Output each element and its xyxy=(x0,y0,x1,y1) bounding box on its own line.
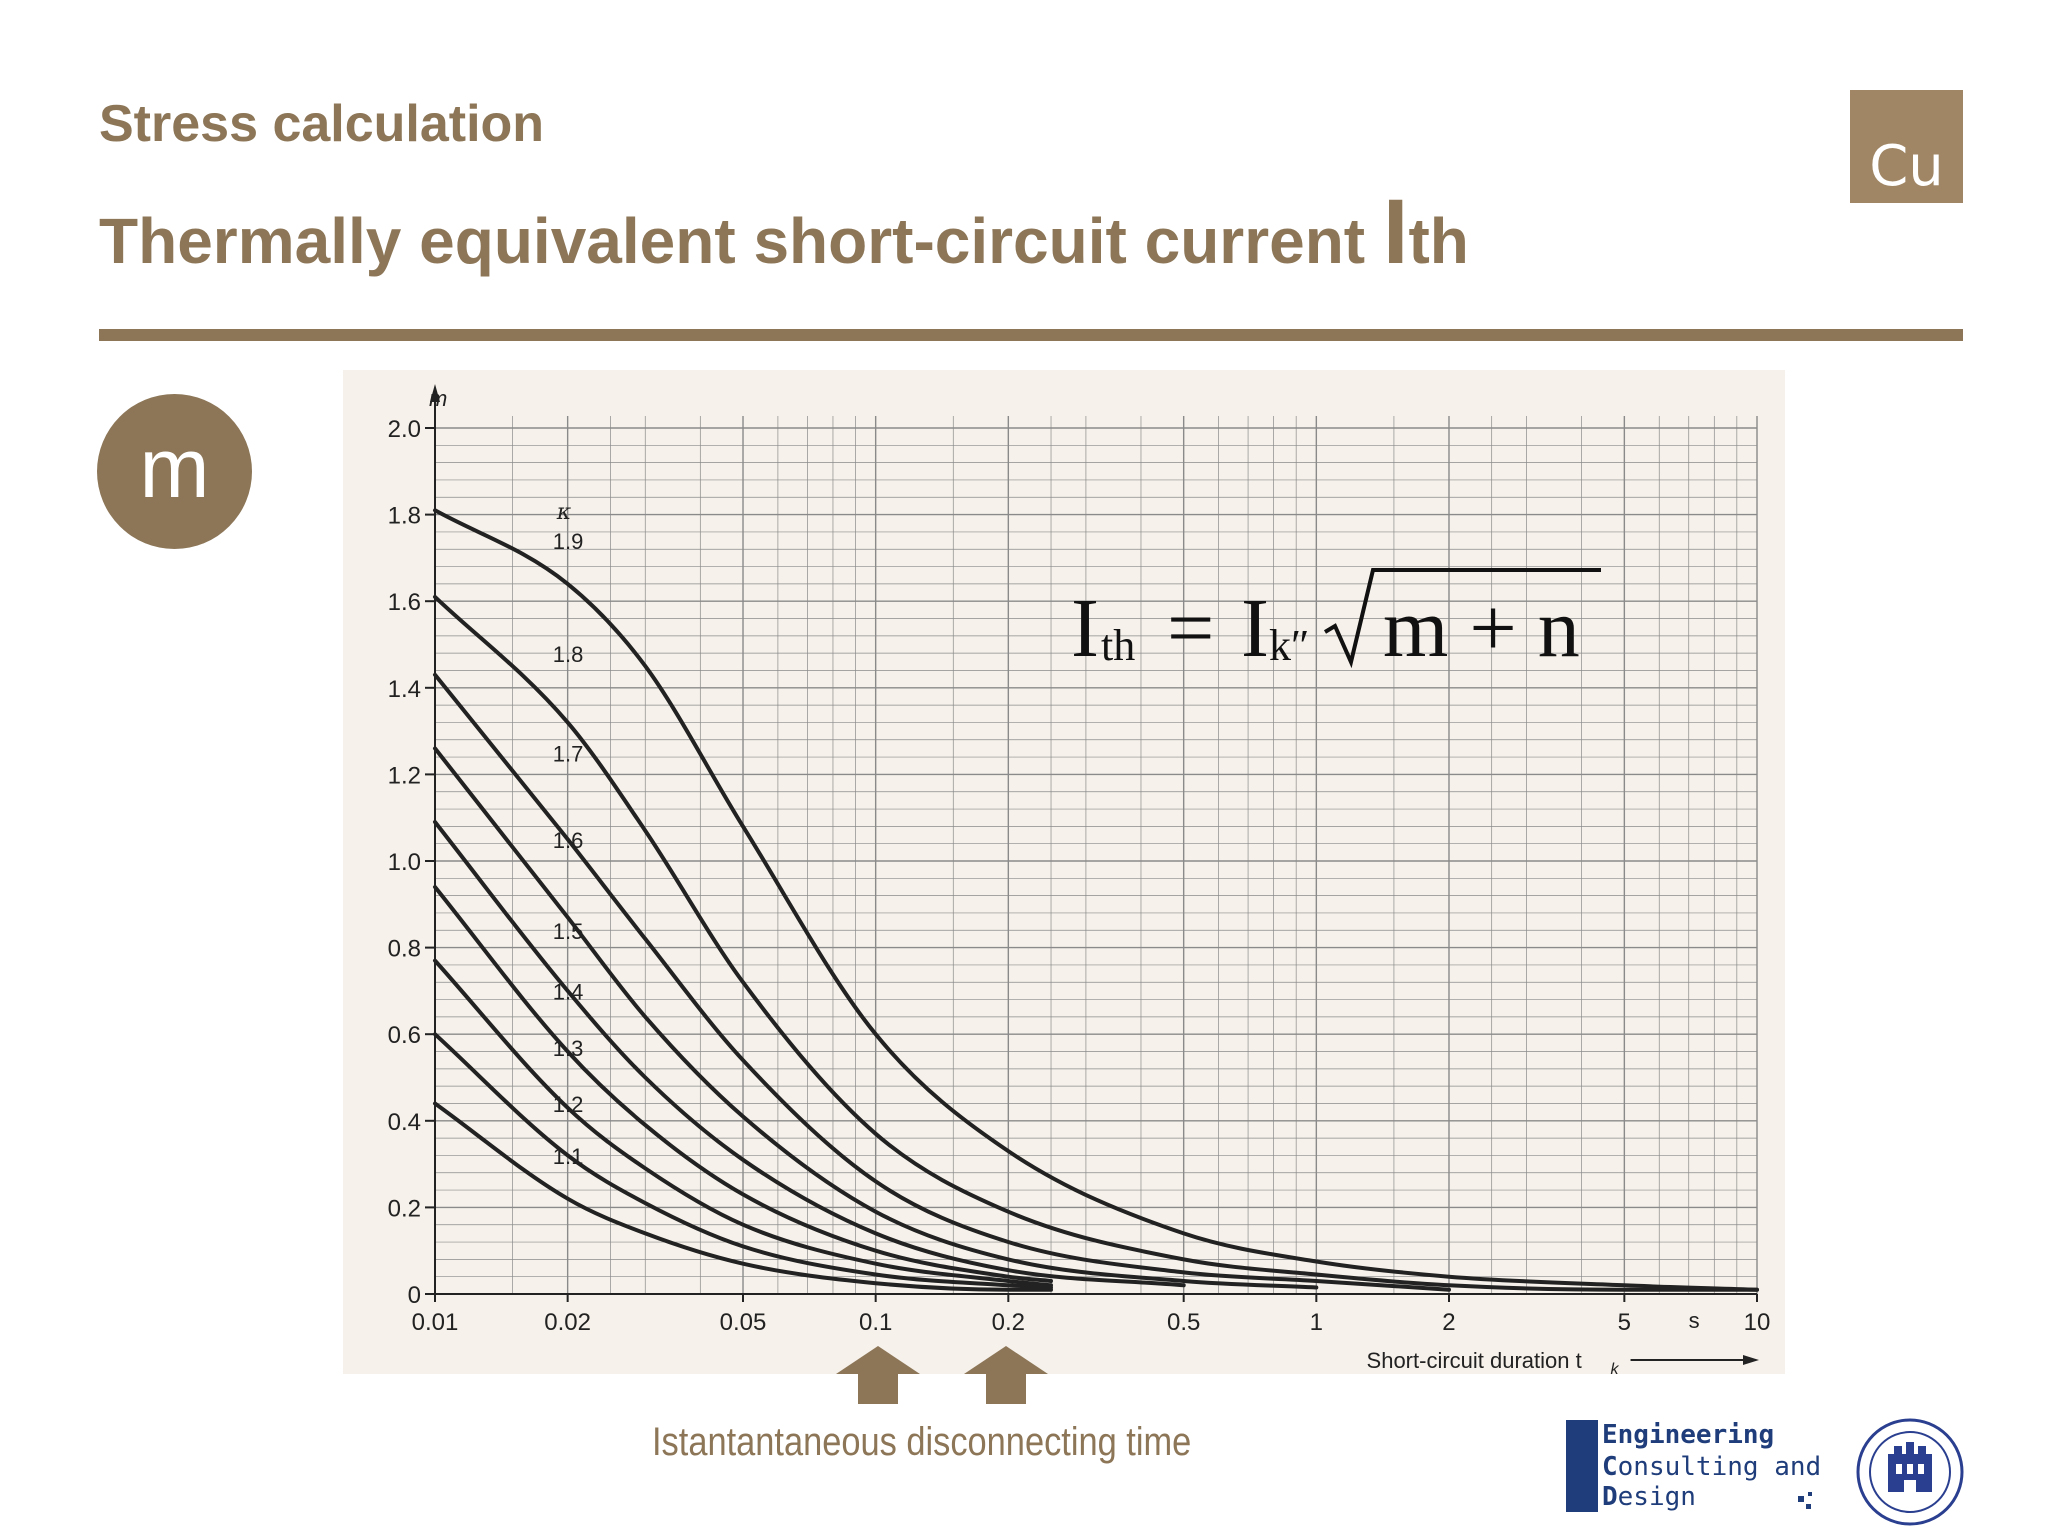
curve-kappa-1-9 xyxy=(433,508,1759,1292)
curve-kappa-1-7 xyxy=(433,672,1451,1292)
y-tick-label: 0 xyxy=(408,1282,421,1309)
university-seal-icon xyxy=(1856,1418,1964,1526)
chart-labels: 0 0.2 0.4 0.6 0.8 1.0 1.2 1.4 1.6 1.8 2.0 m 0.01 0.02… xyxy=(388,386,1771,1374)
formula-rhs-main: I xyxy=(1241,582,1269,675)
arrow-up-icon xyxy=(836,1346,920,1404)
formula-rhs-sub: k″ xyxy=(1269,621,1309,670)
disconnecting-time-caption: Istantantaneous disconnecting time xyxy=(652,1420,1192,1464)
curve-label: 1.6 xyxy=(553,828,584,853)
chart-panel: 0 0.2 0.4 0.6 0.8 1.0 1.2 1.4 1.6 1.8 2.0 m 0.01 0.02… xyxy=(343,370,1785,1374)
title-symbol-rest: th xyxy=(1408,205,1469,277)
x-tick-label: 10 xyxy=(1744,1309,1771,1336)
header-rule xyxy=(99,329,1963,341)
curve-label: 1.8 xyxy=(553,642,584,667)
curve-kappa-1-1 xyxy=(433,1101,1053,1292)
formula-radicand: m + n xyxy=(1383,582,1580,675)
x-tick-label: 0.1 xyxy=(859,1309,892,1336)
x-axis-label: Short-circuit duration t xyxy=(1367,1348,1582,1373)
x-tick-label: 0.02 xyxy=(544,1309,591,1336)
y-tick-label: 1.2 xyxy=(388,762,421,789)
y-tick-label: 1.8 xyxy=(388,503,421,530)
x-tick-label: 5 xyxy=(1618,1309,1631,1336)
thermal-current-formula: I th = I k″ m + n xyxy=(1071,568,1601,675)
y-tick-label: 0.2 xyxy=(388,1195,421,1222)
curve-label: 1.2 xyxy=(553,1092,584,1117)
chart-curves xyxy=(433,508,1759,1292)
logo-dots-icon xyxy=(1798,1492,1812,1509)
y-tick-label: 2.0 xyxy=(388,416,421,443)
curve-label: 1.4 xyxy=(553,980,584,1005)
formula-equals: = xyxy=(1167,582,1214,675)
logo-bar xyxy=(1566,1420,1598,1512)
y-tick-label: 1.4 xyxy=(388,676,421,703)
curve-kappa-1-6 xyxy=(433,746,1319,1290)
x-unit-label: s xyxy=(1689,1308,1700,1333)
y-tick-label: 1.0 xyxy=(388,849,421,876)
logo-line-3: Design xyxy=(1602,1484,1696,1510)
x-tick-label: 0.05 xyxy=(720,1309,767,1336)
chart-axes xyxy=(425,384,1759,1365)
page-title-text: Thermally equivalent short-circuit curre… xyxy=(99,205,1383,277)
section-marker-label: m xyxy=(139,420,210,515)
curve-label: 1.1 xyxy=(553,1144,584,1169)
y-tick-label: 0.8 xyxy=(388,936,421,963)
logo-word-1: ngineering xyxy=(1617,1420,1775,1450)
x-tick-label: 0.5 xyxy=(1167,1309,1200,1336)
y-tick-label: 0.4 xyxy=(388,1109,421,1136)
x-tick-label: 2 xyxy=(1442,1309,1455,1336)
curve-kappa-1-2 xyxy=(433,1032,1053,1290)
section-marker: m xyxy=(97,394,252,549)
curve-label: 1.7 xyxy=(553,741,584,766)
copper-badge: Cu xyxy=(1850,90,1963,203)
curve-label: 1.9 xyxy=(553,529,584,554)
formula-lhs-sub: th xyxy=(1101,621,1135,670)
logo-initial-c: C xyxy=(1602,1452,1618,1482)
x-axis-label-subscript: k xyxy=(1611,1361,1620,1374)
logo-line-2: Consulting and xyxy=(1602,1454,1821,1480)
m-factor-chart: 0 0.2 0.4 0.6 0.8 1.0 1.2 1.4 1.6 1.8 2.0 m 0.01 0.02… xyxy=(388,384,1771,1374)
logo-word-3: esign xyxy=(1617,1482,1696,1512)
y-axis-label: m xyxy=(429,386,447,411)
logo-initial-e: E xyxy=(1602,1420,1618,1450)
arrow-up-icon xyxy=(964,1346,1048,1404)
curve-parameter-symbol: κ xyxy=(556,500,572,525)
x-tick-label: 1 xyxy=(1310,1309,1323,1336)
formula-lhs-main: I xyxy=(1071,582,1099,675)
curve-kappa-1-5 xyxy=(433,820,1186,1288)
curve-kappa-1-4 xyxy=(433,885,1053,1283)
x-tick-label: 0.2 xyxy=(992,1309,1025,1336)
formula-radical-sign xyxy=(1323,568,1601,669)
y-axis-arrow-icon xyxy=(430,384,440,402)
curve-kappa-1-3 xyxy=(433,958,1053,1288)
curve-label: 1.5 xyxy=(553,919,584,944)
x-tick-label: 0.01 xyxy=(412,1309,459,1336)
section-subtitle: Stress calculation xyxy=(99,95,545,153)
title-symbol-big: I xyxy=(1382,181,1409,283)
curve-label: 1.3 xyxy=(553,1036,584,1061)
y-tick-label: 0.6 xyxy=(388,1022,421,1049)
page-title: Thermally equivalent short-circuit curre… xyxy=(99,180,1469,285)
logo-word-2: onsulting and xyxy=(1617,1452,1822,1482)
y-tick-label: 1.6 xyxy=(388,589,421,616)
curve-kappa-1-8 xyxy=(433,594,1759,1292)
x-axis-label-arrowhead-icon xyxy=(1743,1355,1759,1365)
company-logo: Engineering Consulting and Design xyxy=(1566,1420,1822,1516)
logo-line-1: Engineering xyxy=(1602,1422,1774,1448)
logo-initial-d: D xyxy=(1602,1482,1618,1512)
